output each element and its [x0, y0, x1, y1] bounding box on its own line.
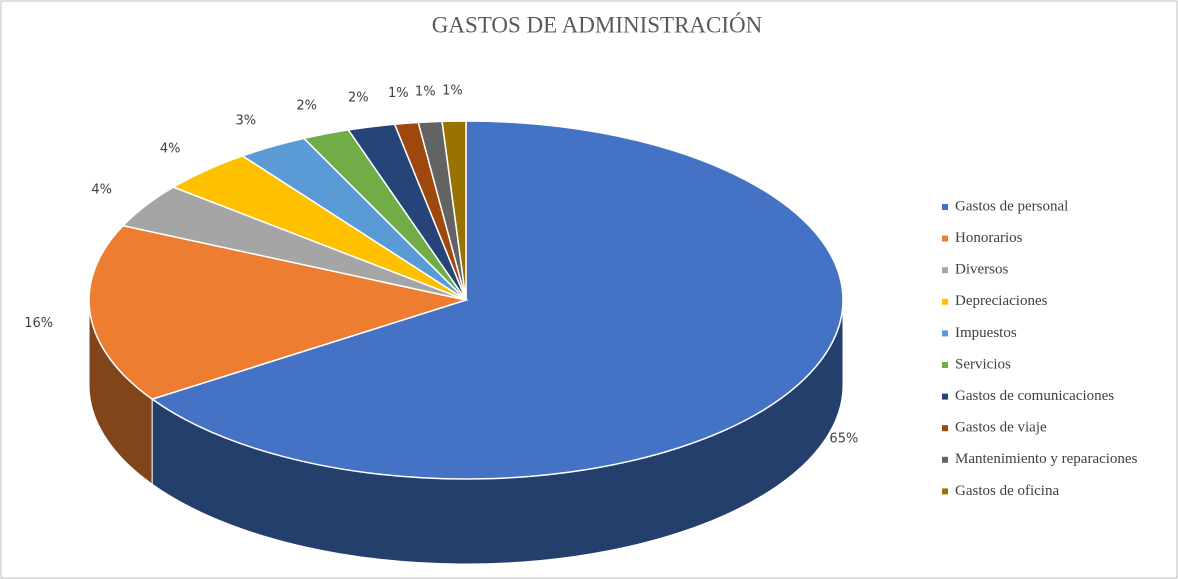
data-label: 2%: [348, 90, 369, 105]
legend-label: Mantenimiento y reparaciones: [955, 451, 1138, 467]
legend-label: Impuestos: [955, 325, 1017, 341]
data-label: 16%: [24, 316, 53, 331]
legend-label: Depreciaciones: [955, 293, 1048, 309]
data-label: 1%: [415, 85, 436, 100]
legend-swatch: [942, 425, 948, 432]
legend-label: Gastos de personal: [955, 198, 1068, 214]
data-label: 4%: [160, 141, 181, 156]
chart-title: GASTOS DE ADMINISTRACIÓN: [432, 11, 763, 37]
data-label: 4%: [91, 182, 112, 197]
data-label: 3%: [235, 113, 256, 128]
legend-label: Gastos de oficina: [955, 483, 1059, 499]
data-label: 1%: [388, 86, 409, 101]
legend-label: Honorarios: [955, 230, 1023, 246]
slice: [441, 120, 467, 301]
slice: [150, 120, 844, 480]
legend-label: Servicios: [955, 356, 1011, 372]
legend-label: Gastos de viaje: [955, 420, 1047, 436]
data-label: 65%: [829, 431, 858, 446]
data-label: 1%: [442, 84, 463, 99]
legend-swatch: [942, 204, 948, 210]
data-label: 2%: [296, 99, 317, 114]
legend-swatch: [942, 267, 948, 274]
legend-swatch: [942, 330, 948, 337]
legend-label: Gastos de comunicaciones: [955, 388, 1114, 404]
legend-swatch: [942, 362, 948, 368]
legend-swatch: [942, 235, 948, 242]
legend-swatch: [942, 298, 948, 305]
legend-swatch: [942, 456, 948, 463]
legend-label: Diversos: [955, 262, 1008, 278]
legend-swatch: [942, 393, 948, 400]
slice: [88, 224, 469, 400]
legend-swatch: [942, 488, 948, 495]
